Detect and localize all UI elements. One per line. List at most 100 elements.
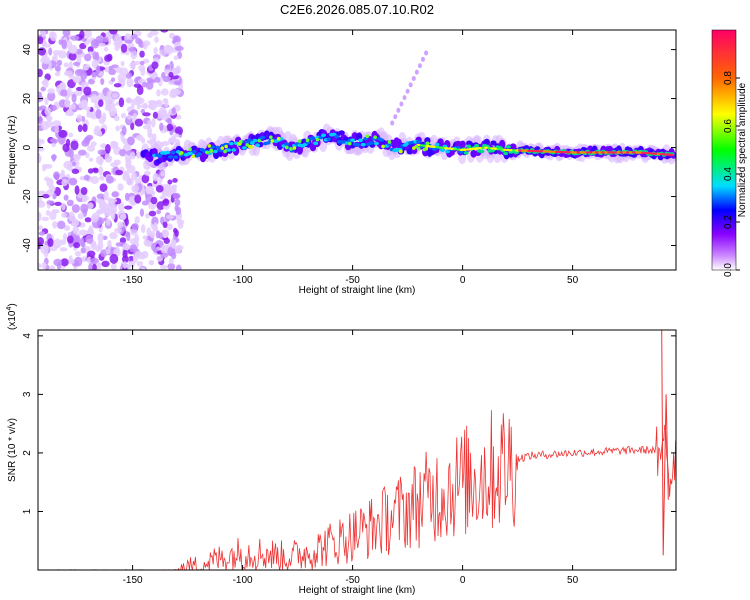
spectrogram-noise-blob <box>119 213 127 221</box>
spectrogram-noise-blob <box>95 155 104 165</box>
spectrogram-noise-blob <box>159 195 167 200</box>
spectrogram-noise-blob <box>38 225 43 231</box>
spectrogram-noise-blob <box>71 218 80 228</box>
snr-x-tick-label: -50 <box>345 575 360 586</box>
spectrogram-band-mid <box>196 152 202 156</box>
spectrogram-noise-blob <box>129 152 136 160</box>
spectrogram-noise-blob <box>56 220 66 230</box>
spectrogram-noise-blob <box>82 123 88 133</box>
spectrogram-frame <box>37 29 677 271</box>
colorbar: 0.0 0.2 0.4 0.6 0.8 Normalized spectral ampl… <box>711 29 748 277</box>
spectrogram-noise-blob <box>38 47 46 56</box>
spectrogram-noise-blob <box>71 93 77 103</box>
spectrogram-noise-blob <box>48 47 53 56</box>
spectrogram-noise-blob <box>38 236 45 246</box>
spectrogram-noise-blob <box>125 72 133 79</box>
spectrogram-band-core <box>576 151 581 154</box>
spectrogram-noise-blob <box>160 88 169 96</box>
spectrogram-noise-blob <box>42 43 51 48</box>
spectrogram-noise-blob <box>72 226 80 235</box>
spectrogram-noise-blob <box>141 250 149 259</box>
colorbar-tick-label: 0.6 <box>723 119 734 133</box>
spectrogram-noise-blob <box>66 199 74 207</box>
spectrogram-noise-blob <box>152 111 159 119</box>
spectrogram-noise-blob <box>141 174 150 184</box>
spectrogram-noise-blob <box>109 232 118 240</box>
spectrogram-noise-blob <box>91 71 97 78</box>
spectrogram-noise-blob <box>143 42 148 50</box>
spectrogram-noise-blob <box>178 84 184 90</box>
spectrogram-noise-blob <box>49 104 57 112</box>
spectrogram-noise-blob <box>38 196 43 204</box>
spectrogram-streak <box>414 69 419 75</box>
colorbar-tick-label: 0.8 <box>723 71 734 85</box>
spectrogram-noise-blob <box>70 35 80 41</box>
spectrogram-noise-blob <box>156 89 161 97</box>
spectrogram-streak <box>417 63 422 69</box>
spectrogram-noise-blob <box>87 202 94 210</box>
spectrogram-y-tick-label: -20 <box>22 189 33 204</box>
spectrogram-noise-blob <box>124 39 133 44</box>
spectrogram-noise-blob <box>127 136 135 146</box>
spectrogram-noise-blob <box>113 83 122 88</box>
spectrogram-band-outer <box>338 130 345 136</box>
spectrogram-noise-blob <box>148 260 155 266</box>
spectrogram-noise-blob <box>54 124 59 133</box>
spectrogram-noise-blob <box>105 175 114 184</box>
spectrogram-noise-blob <box>68 52 77 61</box>
spectrogram-noise-blob <box>121 125 127 136</box>
spectrogram-noise-blob <box>174 205 179 212</box>
spectrogram-noise-blob <box>64 98 70 108</box>
spectrogram-noise-blob <box>48 185 56 193</box>
spectrogram-noise-blob <box>166 214 174 219</box>
spectrogram-band-mid <box>215 145 221 150</box>
spectrogram-band-core <box>598 151 603 154</box>
snr-x-ticks: -150 -100 -50 0 50 <box>123 330 579 586</box>
spectrogram-band-core <box>582 151 588 154</box>
spectrogram-noise-blob <box>90 176 100 185</box>
spectrogram-noise-blob <box>114 44 120 52</box>
spectrogram-hot-blob <box>224 144 228 149</box>
spectrogram-noise-blob <box>91 263 97 270</box>
spectrogram-noise-blob <box>88 157 94 162</box>
spectrogram-y-tick-label: -40 <box>22 238 33 253</box>
spectrogram-noise-blob <box>124 192 130 201</box>
spectrogram-streak <box>408 82 413 88</box>
spectrogram-band-mid <box>167 155 173 159</box>
spectrogram-band-mid <box>210 145 216 149</box>
spectrogram-noise-blob <box>166 223 173 231</box>
spectrogram-band-mid <box>503 151 509 156</box>
spectrogram-band-mid <box>157 154 163 159</box>
spectrogram-noise-blob <box>95 261 102 270</box>
spectrogram-noise-blob <box>68 148 74 159</box>
snr-y-tick-label: 3 <box>22 391 33 397</box>
spectrogram-noise-blob <box>142 112 151 117</box>
spectrogram-noise-blob <box>160 245 166 254</box>
spectrogram-hot-blob <box>315 137 320 142</box>
spectrogram-noise-blob <box>145 213 150 219</box>
spectrogram-streak <box>399 101 404 107</box>
spectrogram-noise-blob <box>38 115 43 125</box>
spectrogram-noise-blob <box>38 211 42 222</box>
spectrogram-noise-blob <box>136 104 141 110</box>
spectrogram-band-mid <box>191 149 197 154</box>
spectrogram-noise-blob <box>83 174 90 181</box>
colorbar-tick-label: 0.0 <box>723 263 734 277</box>
spectrogram-noise-blob <box>120 60 125 67</box>
spectrogram-noise-blob <box>104 54 112 62</box>
spectrogram-noise-blob <box>154 76 161 83</box>
spectrogram-noise-blob <box>109 253 119 264</box>
spectrogram-noise-blob <box>66 235 74 244</box>
spectrogram-noise-blob <box>173 133 180 138</box>
spectrogram-noise-blob <box>159 122 164 131</box>
snr-panel: -150 -100 -50 0 50 1 2 3 4 Height of straight l… <box>6 303 677 596</box>
spectrogram-band-outer <box>490 140 497 146</box>
spectrogram-band-mid <box>265 141 271 145</box>
spectrogram-noise-blob <box>53 171 60 180</box>
snr-multiplier-exp: 4 <box>6 307 13 311</box>
spectrogram-noise-blob <box>119 237 127 244</box>
spectrogram-noise-blob <box>98 166 104 176</box>
spectrogram-noise-blob <box>113 227 122 233</box>
spectrogram-noise-blob <box>61 178 68 187</box>
spectrogram-y-tick-label: 0 <box>22 144 33 150</box>
